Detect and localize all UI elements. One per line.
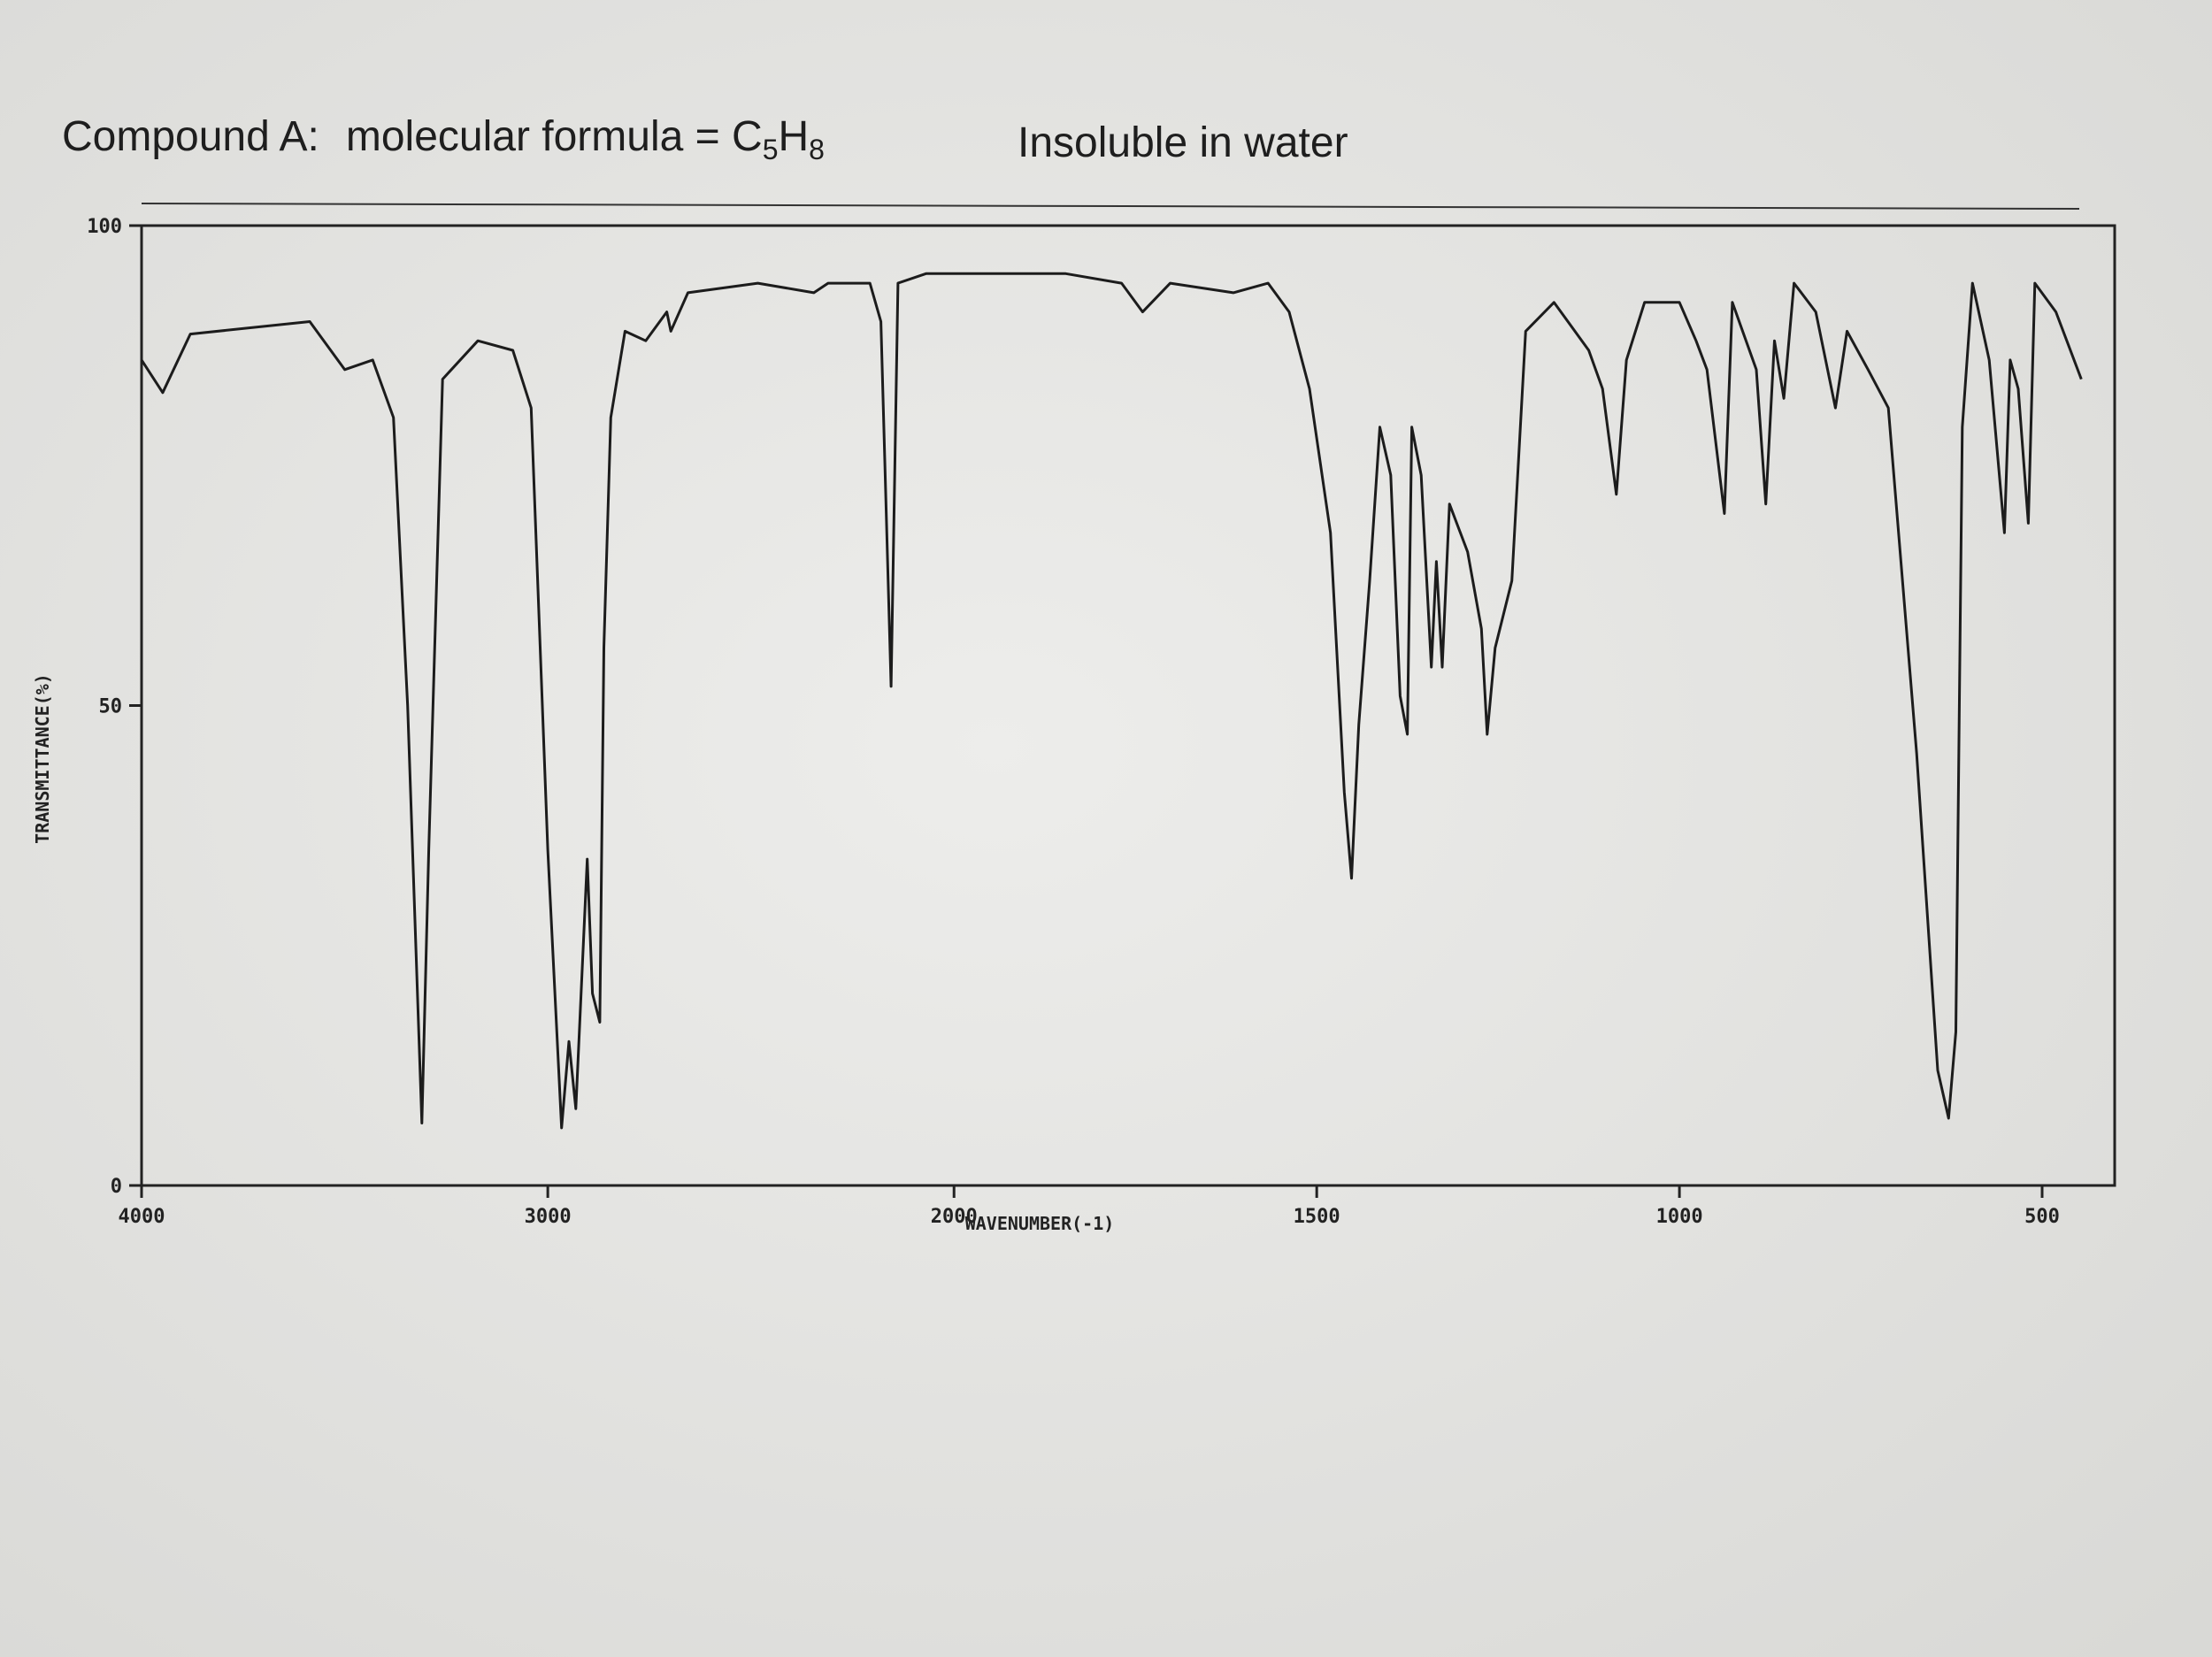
rule (141, 203, 2080, 210)
x-tick-label: 1000 (1656, 1206, 1703, 1228)
x-tick-label: 500 (2024, 1206, 2060, 1228)
title-subscript: 8 (809, 134, 825, 165)
y-axis-label: TRANSMITTANCE(%) (32, 673, 53, 844)
y-tick-label: 50 (99, 696, 123, 718)
x-tick-label: 4000 (119, 1206, 165, 1228)
title-subscript: 5 (763, 134, 779, 165)
y-tick-label: 0 (111, 1176, 122, 1198)
y-tick-label: 100 (87, 216, 122, 238)
chart-title: Compound A: molecular formula = C5H8 (62, 113, 825, 165)
x-tick-label: 2000 (931, 1206, 978, 1228)
title-part: H (779, 113, 810, 160)
x-axis-label: WAVENUMBER(-1) (965, 1213, 1115, 1234)
x-tick-label: 3000 (525, 1206, 572, 1228)
spectrum-line (140, 272, 2083, 1130)
title-part: Compound A: (62, 113, 319, 160)
x-tick-label: 1500 (1294, 1206, 1340, 1228)
title-part: molecular formula = C (346, 113, 763, 160)
annotation: Insoluble in water (1018, 119, 1348, 166)
